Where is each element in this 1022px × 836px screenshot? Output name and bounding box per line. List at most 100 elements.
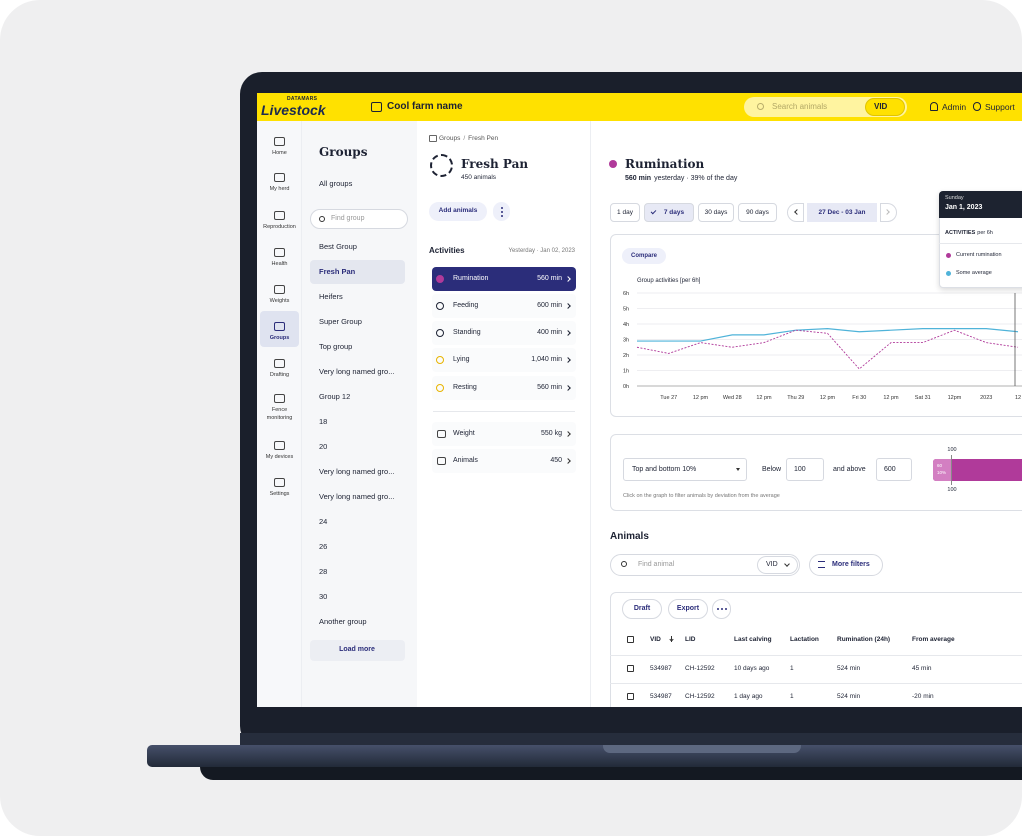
table-cell: 10 days ago — [734, 665, 770, 672]
group-item[interactable]: Very long named gro... — [319, 367, 395, 376]
nav-label[interactable]: My devices — [265, 454, 294, 460]
action-button[interactable] — [668, 599, 708, 619]
activity-name: Standing — [453, 329, 481, 336]
nav-label[interactable]: Weights — [269, 298, 290, 304]
animal-search-icon — [621, 561, 627, 567]
range-button[interactable] — [644, 203, 694, 222]
group-item[interactable]: 28 — [319, 567, 328, 576]
laptop-chin — [240, 733, 1022, 747]
chart: 0h 1h 2h 3h 4h 5h 6h Tue 27 12 pm Wed 28 12 pm Thu … — [623, 291, 1022, 401]
all-groups[interactable]: All groups — [319, 179, 353, 188]
range-button[interactable] — [610, 203, 640, 222]
nav-label[interactable]: Reproduction — [263, 224, 296, 230]
activity-row[interactable] — [432, 321, 576, 345]
column-header[interactable]: Last calving — [734, 636, 772, 643]
range-button[interactable] — [698, 203, 734, 222]
tooltip-heading-text: per 6h — [977, 230, 993, 236]
metric-name: Animals — [453, 457, 478, 464]
tooltip-legend-dot — [946, 252, 951, 258]
column-header[interactable]: VID — [650, 636, 661, 643]
group-item[interactable]: 26 — [319, 542, 328, 551]
group-item[interactable]: Group 12 — [319, 392, 351, 401]
more-dot — [500, 215, 503, 217]
table-cell: 524 min — [837, 693, 861, 700]
group-item[interactable]: Very long named gro... — [319, 467, 395, 476]
below-input[interactable] — [786, 458, 824, 481]
nav-label[interactable]: Groups — [269, 335, 290, 341]
row-divider — [610, 683, 1022, 684]
group-item[interactable]: Fresh Pan — [319, 267, 356, 276]
metric-value: 550 kg — [540, 430, 562, 437]
activity-row[interactable] — [432, 294, 576, 318]
filter-select[interactable] — [623, 458, 747, 481]
distribution-marker — [951, 455, 952, 485]
nav-label[interactable]: My herd — [269, 186, 290, 192]
activity-marker — [436, 356, 444, 364]
metric-row[interactable] — [432, 422, 576, 446]
x-tick-label: 12 pm — [756, 395, 772, 401]
breadcrumb-item[interactable]: Fresh Pen — [460, 135, 498, 142]
vid-pill[interactable] — [865, 98, 905, 116]
group-item[interactable]: 20 — [319, 442, 328, 451]
group-item[interactable]: Super Group — [319, 317, 362, 326]
actions-more-dot — [720, 608, 723, 610]
group-item[interactable]: Heifers — [319, 292, 343, 301]
support-link[interactable]: Support — [985, 102, 1015, 112]
activity-row[interactable] — [432, 267, 576, 291]
nav-icon — [274, 211, 285, 220]
nav-label[interactable]: Fence monitoring — [266, 407, 293, 421]
compare-button[interactable] — [622, 248, 666, 264]
breadcrumb-item[interactable]: Groups — [439, 135, 461, 142]
metric-row[interactable] — [432, 449, 576, 473]
group-item[interactable]: 18 — [319, 417, 328, 426]
group-item[interactable]: 24 — [319, 517, 328, 526]
compare-label: Compare — [630, 253, 658, 259]
column-header[interactable]: From average — [912, 636, 955, 643]
prev-button[interactable] — [787, 203, 804, 222]
animal-search[interactable] — [610, 554, 800, 576]
row-checkbox[interactable] — [627, 665, 634, 672]
above-input[interactable] — [876, 458, 912, 481]
x-tick-label: Thu 29 — [787, 395, 804, 401]
header-checkbox[interactable] — [627, 636, 634, 643]
group-active — [310, 260, 405, 284]
x-tick-label: Wed 28 — [723, 395, 742, 401]
nav-label[interactable]: Settings — [269, 491, 290, 497]
date-range-box[interactable] — [807, 203, 877, 222]
column-header[interactable]: LID — [685, 636, 696, 643]
table-cell: 1 — [790, 665, 794, 672]
nav-label[interactable]: Drafting — [269, 372, 290, 378]
add-animals-button[interactable] — [429, 202, 487, 221]
nav-rail — [257, 121, 302, 707]
y-tick-label: 1h — [623, 369, 629, 375]
row-checkbox[interactable] — [627, 693, 634, 700]
group-item[interactable]: 30 — [319, 592, 328, 601]
group-item[interactable]: Very long named gro... — [319, 492, 395, 501]
column-header[interactable]: Lactation — [790, 636, 819, 643]
action-button[interactable] — [622, 599, 662, 619]
distribution-bar[interactable] — [933, 459, 1022, 481]
group-search[interactable] — [310, 209, 408, 229]
load-more-button[interactable] — [310, 640, 405, 661]
group-item[interactable]: Another group — [319, 617, 367, 626]
table-cell: 534987 — [650, 665, 672, 672]
range-button[interactable] — [738, 203, 777, 222]
nav-icon — [274, 322, 285, 331]
nav-label[interactable]: Home — [272, 150, 287, 156]
table-cell: -20 min — [912, 693, 934, 700]
activity-row[interactable] — [432, 348, 576, 372]
animal-vid-pill[interactable] — [757, 556, 798, 574]
app-screen: DATAMARS Livestock Cool farm name Search an… — [257, 93, 1022, 707]
column-header[interactable]: Rumination (24h) — [837, 636, 891, 643]
more-filters-button[interactable] — [809, 554, 883, 576]
range-label: 7 days — [663, 208, 685, 216]
next-button[interactable] — [880, 203, 897, 222]
activities-title: Activities — [429, 246, 465, 255]
activity-row[interactable] — [432, 376, 576, 400]
group-item[interactable]: Best Group — [319, 242, 357, 251]
group-item[interactable]: Top group — [319, 342, 353, 351]
laptop-foot — [200, 767, 1022, 780]
actions-more[interactable] — [712, 599, 731, 619]
x-tick-label: 12 pm — [820, 395, 836, 401]
nav-label[interactable]: Health — [271, 261, 288, 267]
